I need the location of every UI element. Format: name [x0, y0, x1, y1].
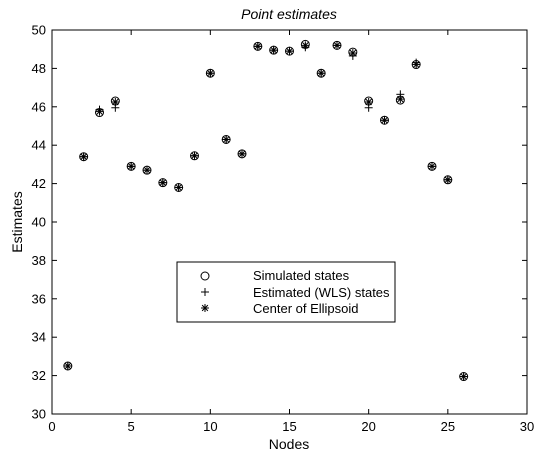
center-point: [428, 162, 436, 171]
center-point: [412, 60, 421, 69]
center-point: [174, 183, 183, 192]
center-point: [285, 47, 294, 56]
center-point: [269, 46, 278, 55]
chart-title: Point estimates: [241, 6, 337, 22]
center-point: [111, 98, 120, 106]
center-point: [333, 41, 341, 50]
center-point: [364, 98, 373, 106]
y-tick-label: 50: [32, 23, 46, 38]
center-point: [79, 152, 88, 161]
center-point: [238, 149, 246, 158]
center-point: [396, 95, 405, 104]
center-point: [253, 42, 262, 51]
center-point: [190, 151, 199, 160]
y-tick-label: 38: [32, 253, 46, 268]
x-tick-label: 25: [441, 419, 455, 434]
center-point: [459, 372, 468, 381]
legend-marker-simulated: [200, 271, 210, 281]
data-points: [63, 39, 469, 382]
x-axis-label: Nodes: [269, 436, 309, 452]
legend-label-center: Center of Ellipsoid: [253, 301, 359, 316]
center-point: [143, 166, 151, 175]
y-tick-label: 46: [32, 99, 46, 114]
y-tick-label: 36: [32, 291, 46, 306]
center-point: [348, 49, 357, 58]
center-point: [63, 362, 72, 370]
y-tick-label: 42: [32, 176, 46, 191]
x-tick-label: 0: [48, 419, 55, 434]
legend: Simulated states Estimated (WLS) states …: [176, 261, 396, 323]
center-point: [317, 69, 326, 78]
center-point: [222, 135, 231, 144]
legend-label-simulated: Simulated states: [253, 268, 350, 283]
legend-marker-estimated: [201, 288, 209, 296]
axis-ticks: 0 5 10 15 20 25 30 30 32 34 36 38 40 42 44 46 48 50: [32, 23, 535, 435]
legend-marker-center: [201, 304, 209, 312]
legend-label-estimated: Estimated (WLS) states: [253, 285, 390, 300]
center-point: [380, 116, 389, 125]
center-point: [158, 178, 167, 187]
x-tick-label: 15: [282, 419, 296, 434]
y-tick-label: 30: [32, 407, 46, 422]
y-tick-label: 32: [32, 368, 46, 383]
center-point: [443, 175, 452, 184]
y-tick-label: 40: [32, 215, 46, 230]
center-point: [127, 162, 136, 171]
center-point: [206, 69, 215, 78]
y-tick-label: 34: [32, 330, 46, 345]
x-tick-label: 30: [520, 419, 534, 434]
center-point: [301, 41, 310, 50]
y-tick-label: 48: [32, 61, 46, 76]
x-tick-label: 20: [361, 419, 375, 434]
y-tick-label: 44: [32, 138, 46, 153]
plot-area: [51, 29, 528, 415]
y-axis-label: Estimates: [9, 191, 25, 252]
legend-box: [176, 261, 396, 323]
x-tick-label: 10: [203, 419, 217, 434]
x-tick-label: 5: [128, 419, 135, 434]
center-point: [95, 107, 104, 116]
